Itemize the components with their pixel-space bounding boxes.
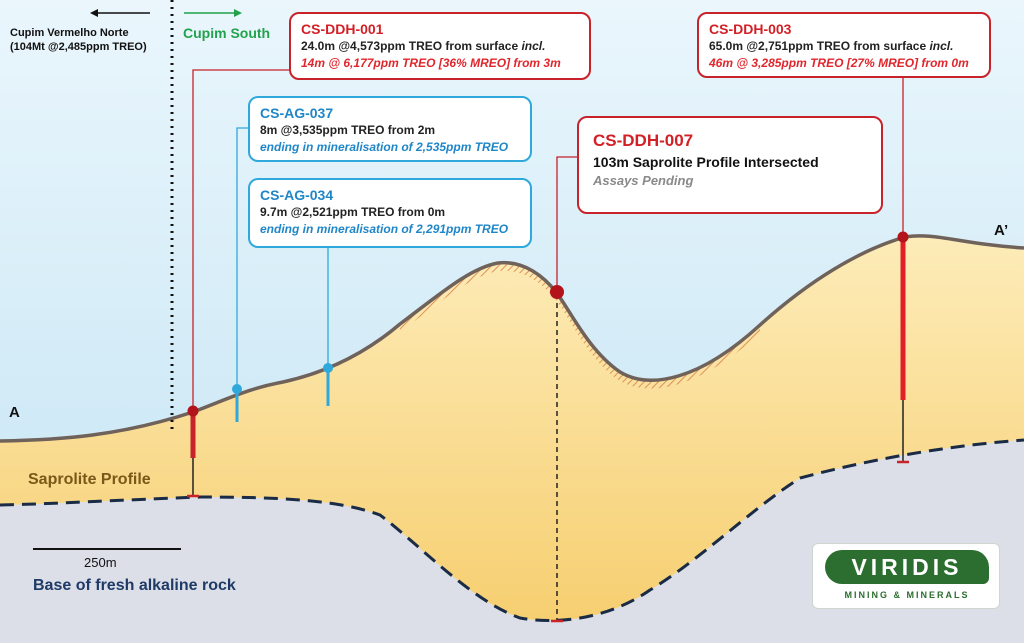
scale-bar-label: 250m (84, 555, 117, 570)
callout-cs-ddh-007: CS-DDH-007 103m Saprolite Profile Inters… (577, 116, 883, 214)
ag037-collar (232, 384, 242, 394)
callout-line-1-suffix: incl. (929, 39, 954, 53)
section-start-label: A (9, 404, 20, 421)
north-project-name: Cupim Vermelho Norte (10, 27, 129, 39)
callout-line-2: 14m @ 6,177ppm TREO [36% MREO] from 3m (301, 56, 561, 70)
callout-line-2: ending in mineralisation of 2,535ppm TRE… (260, 140, 509, 154)
callout-line-2: Assays Pending (593, 173, 694, 188)
callout-title: CS-DDH-007 (593, 131, 694, 150)
viridis-logo: VIRIDIS MINING & MINERALS (812, 543, 1000, 609)
callout-line-1-text: 24.0m @4,573ppm TREO from surface (301, 39, 519, 53)
callout-line-1: 103m Saprolite Profile Intersected (593, 154, 819, 170)
ddh001-collar (187, 405, 199, 417)
logo-wordmark: VIRIDIS (825, 550, 989, 584)
topographic-surface (0, 234, 1024, 443)
ddh001-leader (192, 69, 290, 410)
north-arrow-head (90, 9, 98, 17)
fresh-rock-label: Base of fresh alkaline rock (33, 577, 236, 594)
callout-line-2: 46m @ 3,285ppm TREO [27% MREO] from 0m (709, 56, 969, 70)
callout-cs-ddh-003: CS-DDH-003 65.0m @2,751ppm TREO from sur… (697, 12, 991, 78)
ddh007-leader (556, 156, 578, 288)
ddh003-collar (897, 231, 909, 243)
callout-line-1: 24.0m @4,573ppm TREO from surface incl. (301, 38, 579, 55)
ag037-leader (236, 127, 250, 388)
callout-title: CS-AG-037 (260, 105, 334, 121)
callout-title: CS-AG-034 (260, 187, 334, 203)
callout-cs-ddh-001: CS-DDH-001 24.0m @4,573ppm TREO from sur… (289, 12, 591, 80)
callout-line-1: 9.7m @2,521ppm TREO from 0m (260, 205, 446, 219)
callout-title: CS-DDH-003 (709, 21, 792, 37)
north-project-resource: (104Mt @2,485ppm TREO) (10, 41, 147, 53)
callout-line-1-text: 65.0m @2,751ppm TREO from surface (709, 39, 927, 53)
south-project-label: Cupim South (183, 25, 271, 41)
saprolite-profile-label: Saprolite Profile (28, 471, 151, 488)
south-arrow-head (234, 9, 242, 17)
logo-subtitle: MINING & MINERALS (844, 590, 970, 600)
callout-line-1: 65.0m @2,751ppm TREO from surface incl. (709, 38, 979, 55)
callout-line-2: ending in mineralisation of 2,291ppm TRE… (260, 222, 509, 236)
callout-cs-ag-037: CS-AG-037 8m @3,535ppm TREO from 2m endi… (248, 96, 532, 162)
section-end-label: A’ (994, 222, 1009, 239)
ag034-collar (323, 363, 333, 373)
ddh007-collar (550, 285, 564, 299)
saprolite-base-line (0, 438, 1024, 623)
callout-line-1: 8m @3,535ppm TREO from 2m (260, 123, 436, 137)
fresh-rock (0, 440, 1024, 643)
callout-title: CS-DDH-001 (301, 21, 384, 37)
callout-line-1-suffix: incl. (521, 39, 546, 53)
north-project-label: Cupim Vermelho Norte (104Mt @2,485ppm TR… (10, 26, 147, 54)
callout-cs-ag-034: CS-AG-034 9.7m @2,521ppm TREO from 0m en… (248, 178, 532, 248)
